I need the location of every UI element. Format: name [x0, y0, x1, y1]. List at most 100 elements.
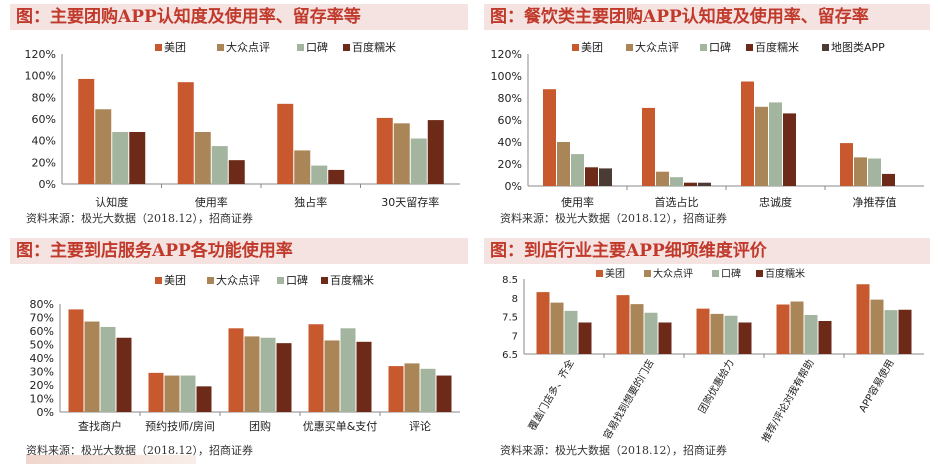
chart-2-title: 图：餐饮类主要团购APP认知度及使用率、留存率	[484, 4, 930, 30]
bar-3-3	[356, 341, 372, 412]
x-tick-label: 净推荐值	[853, 195, 897, 209]
y-tick-label: 120%	[491, 48, 522, 61]
x-tick-label: 评论	[409, 419, 431, 433]
legend-label: 口碑	[286, 274, 308, 287]
bar-2-0	[228, 328, 244, 412]
bar-1-1	[656, 171, 669, 186]
legend-swatch	[644, 270, 651, 277]
legend-swatch	[596, 270, 603, 277]
bar-1-3	[196, 386, 212, 412]
bar-2-1	[755, 106, 768, 186]
bar-4-2	[884, 310, 898, 354]
bar-2-3	[328, 169, 345, 184]
bar-2-3	[783, 113, 796, 186]
x-tick-label: 容易找到想要的门店	[600, 357, 656, 441]
chart-4-title: 图：到店行业主要APP细项维度评价	[484, 238, 930, 264]
x-tick-label: 使用率	[195, 195, 228, 209]
bar-0-1	[557, 142, 570, 186]
bar-2-0	[696, 308, 710, 354]
bar-1-0	[616, 295, 630, 354]
bar-0-0	[68, 309, 84, 412]
legend-label: 口碑	[721, 267, 741, 280]
bar-3-2	[340, 328, 356, 412]
x-tick-label: 团购优惠给力	[695, 357, 736, 415]
y-tick-label: 0%	[505, 180, 522, 193]
legend-swatch	[207, 277, 214, 284]
bar-4-3	[898, 309, 912, 354]
y-tick-label: 20%	[32, 156, 56, 169]
bar-2-3	[276, 343, 292, 412]
y-tick-label: 8	[512, 294, 518, 305]
bar-1-1	[194, 132, 211, 184]
legend-swatch	[756, 270, 763, 277]
legend-label: 大众点评	[226, 40, 270, 54]
bar-1-3	[684, 182, 697, 186]
bar-0-2	[112, 132, 129, 184]
y-tick-label: 70%	[30, 312, 54, 325]
bar-1-3	[228, 160, 245, 184]
bar-1-1	[164, 375, 180, 412]
y-tick-label: 20%	[498, 158, 522, 171]
bar-2-3	[738, 322, 752, 354]
x-tick-label: 优惠买单&支付	[303, 419, 378, 433]
bar-0-1	[95, 109, 112, 184]
bar-2-1	[710, 313, 724, 354]
bar-2-0	[741, 81, 754, 186]
y-tick-label: 80%	[498, 92, 522, 105]
y-tick-label: 40%	[32, 135, 56, 148]
y-tick-label: 0%	[39, 178, 56, 191]
bar-2-2	[724, 315, 738, 354]
legend-label: 美团	[164, 274, 186, 287]
x-tick-label: 团购	[249, 419, 271, 433]
bar-0-3	[129, 132, 146, 184]
chart-3-source: 资料来源：极光大数据（2018.12），招商证券	[26, 444, 253, 457]
legend-label: 口碑	[306, 41, 328, 54]
bar-4-3	[436, 375, 452, 412]
y-tick-label: 80%	[30, 298, 54, 311]
bar-0-0	[543, 89, 556, 186]
legend-swatch	[572, 44, 579, 51]
bar-0-1	[550, 302, 564, 354]
bar-1-2	[180, 375, 196, 412]
legend-swatch	[217, 44, 224, 51]
bar-4-1	[404, 363, 420, 412]
y-tick-label: 100%	[491, 70, 522, 83]
bar-2-1	[294, 150, 311, 184]
bar-0-0	[78, 78, 95, 184]
legend-swatch	[626, 44, 633, 51]
bar-1-2	[670, 177, 683, 186]
y-tick-label: 7.5	[502, 313, 518, 324]
bar-1-3	[658, 322, 672, 354]
bar-3-0	[308, 324, 324, 412]
legend-swatch	[277, 277, 284, 284]
chart-1-source: 资料来源：极光大数据（2018.12），招商证券	[26, 212, 253, 225]
bar-3-0	[776, 304, 790, 354]
panel-1: 图：主要团购APP认知度及使用率、留存率等 0% 20% 40% 60% 80% 100%…	[10, 4, 470, 232]
bar-1-1	[630, 304, 644, 354]
bar-3-1	[854, 157, 867, 186]
legend-label: 百度糯米	[330, 273, 374, 287]
chart-3-title: 图：主要到店服务APP各功能使用率	[10, 238, 468, 264]
y-tick-label: 60%	[498, 114, 522, 127]
panel-3: 图：主要到店服务APP各功能使用率 0% 10% 20% 30% 40% 50% 60% 70…	[10, 238, 470, 464]
x-tick-label: 独占率	[294, 195, 327, 209]
bar-3-0	[840, 143, 853, 186]
x-tick-label: 忠诚度	[759, 195, 792, 209]
y-tick-label: 10%	[30, 393, 54, 406]
bar-1-0	[642, 107, 655, 186]
legend-label: 大众点评	[653, 267, 693, 280]
bar-2-2	[769, 102, 782, 186]
bar-4-2	[420, 368, 436, 412]
bar-0-3	[578, 322, 592, 354]
y-tick-label: 80%	[32, 91, 56, 104]
y-tick-label: 6.5	[502, 350, 518, 361]
bar-0-4	[599, 168, 612, 186]
y-tick-label: 7	[512, 331, 518, 342]
legend-label: 百度糯米	[765, 267, 805, 280]
bar-3-2	[868, 158, 881, 186]
bar-0-1	[84, 321, 100, 412]
bar-1-2	[644, 312, 658, 354]
bar-4-1	[870, 299, 884, 354]
y-tick-label: 40%	[498, 136, 522, 149]
chart-2-source: 资料来源：极光大数据（2018.12），招商证券	[500, 212, 727, 225]
